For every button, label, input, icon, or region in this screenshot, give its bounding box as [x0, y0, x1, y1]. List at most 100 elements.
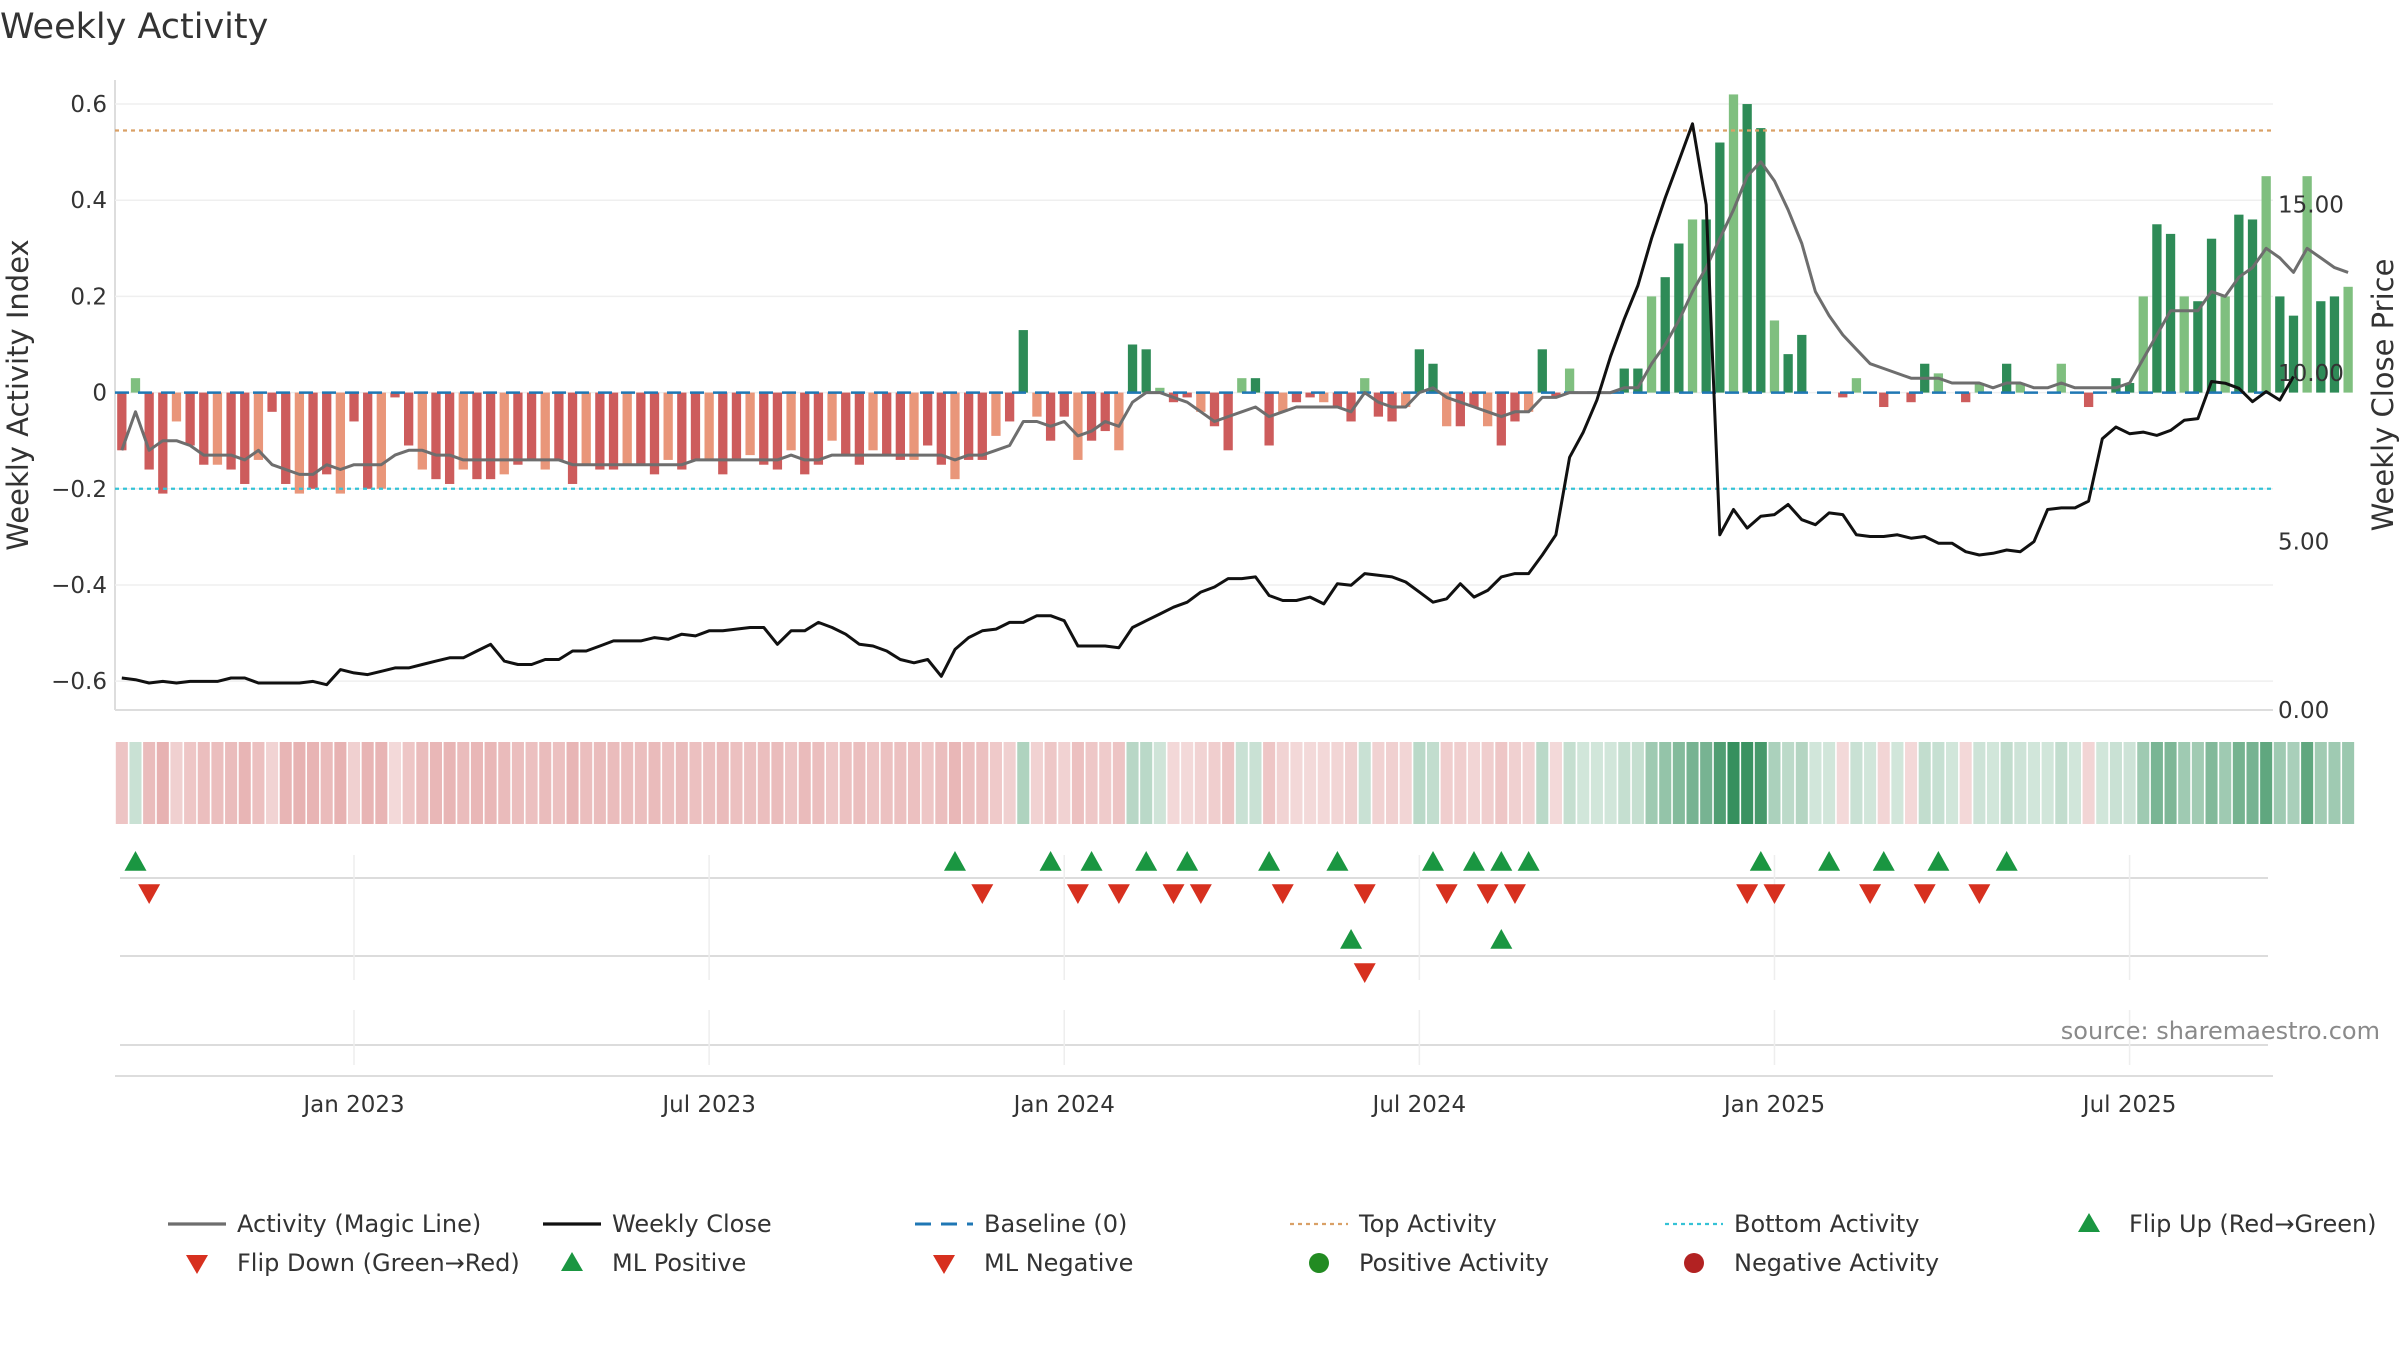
heat-cell	[812, 742, 825, 824]
flip-down-marker	[1189, 884, 1212, 904]
flip-down-marker	[1763, 884, 1786, 904]
heat-cell	[648, 742, 661, 824]
heat-cell	[1577, 742, 1590, 824]
flip-down-marker	[1859, 884, 1882, 904]
activity-bar	[1182, 392, 1192, 398]
heat-cell	[552, 742, 565, 824]
heat-cell	[1590, 742, 1603, 824]
heat-cell	[976, 742, 989, 824]
flip-up-marker	[1039, 851, 1062, 871]
activity-bar	[581, 392, 591, 465]
signal-markers-panel	[115, 851, 2273, 1077]
activity-bar	[322, 392, 332, 475]
activity-bar	[1305, 392, 1315, 398]
heat-cell	[2287, 742, 2300, 824]
activity-bar	[786, 392, 796, 451]
heat-cell	[2314, 742, 2327, 824]
activity-bar	[2124, 382, 2135, 393]
legend-label: ML Positive	[612, 1249, 746, 1277]
flip-up-marker	[1258, 851, 1281, 871]
heat-cell	[2082, 742, 2095, 824]
heat-cell	[1864, 742, 1877, 824]
activity-bar	[308, 392, 318, 489]
y-tick-label: −0.2	[51, 477, 107, 503]
heat-cell	[1454, 742, 1467, 824]
activity-bar	[772, 392, 783, 470]
legend-swatch	[2078, 1213, 2100, 1232]
heat-cell	[962, 742, 975, 824]
heat-cell	[143, 742, 156, 824]
flip-up-marker	[1872, 851, 1895, 871]
activity-bar	[240, 392, 250, 484]
heat-cell	[1085, 742, 1098, 824]
flip-down-marker	[1271, 884, 1294, 904]
activity-bar	[1319, 392, 1329, 403]
legend-label: Flip Down (Green→Red)	[237, 1249, 520, 1277]
activity-bar	[745, 392, 755, 456]
x-tick-label: Jan 2025	[1722, 1092, 1825, 1118]
activity-bar	[1619, 368, 1629, 393]
heat-cell	[375, 742, 388, 824]
activity-bar	[1100, 392, 1110, 432]
heat-cell	[716, 742, 729, 824]
heat-cell	[484, 742, 497, 824]
reference-lines	[115, 129, 2273, 490]
heat-cell	[2164, 742, 2177, 824]
y-tick-label: −0.4	[51, 573, 107, 599]
activity-bar	[991, 392, 1001, 436]
heat-cell	[402, 742, 415, 824]
activity-bar	[417, 392, 427, 470]
activity-bar	[2343, 286, 2353, 393]
flip-up-marker	[1818, 851, 1841, 871]
activity-bar	[1687, 219, 1698, 393]
flip-down-marker	[138, 884, 161, 904]
flip-up-marker	[1927, 851, 1950, 871]
heat-cell	[2191, 742, 2204, 824]
activity-bar	[2247, 219, 2258, 393]
activity-bar	[1510, 392, 1520, 422]
legend-item: Negative Activity	[1684, 1249, 1939, 1277]
heat-cell	[498, 742, 511, 824]
heat-cell	[566, 742, 579, 824]
x-tick-label: Jul 2024	[1371, 1092, 1467, 1118]
heat-cell	[2096, 742, 2109, 824]
heat-cell	[798, 742, 811, 824]
activity-bar	[130, 378, 141, 393]
legend-label: Baseline (0)	[984, 1210, 1127, 1238]
heat-cell	[2041, 742, 2054, 824]
activity-bar	[1209, 392, 1220, 427]
flip-down-marker	[1503, 884, 1526, 904]
activity-bar	[1332, 392, 1343, 408]
heat-cell	[115, 742, 128, 824]
heat-cell	[388, 742, 402, 824]
heat-cell	[1659, 742, 1672, 824]
heat-cell	[1399, 742, 1412, 824]
activity-bar	[2056, 363, 2066, 393]
heat-cell	[1345, 742, 1358, 824]
activity-bar	[1783, 354, 1793, 393]
heat-cell	[1672, 742, 1685, 824]
legend-item: Weekly Close	[543, 1210, 772, 1238]
heat-cell	[252, 742, 265, 824]
heat-cell	[1549, 742, 1562, 824]
flip-down-marker	[1066, 884, 1089, 904]
heat-cell	[1249, 742, 1262, 824]
activity-bar	[1086, 392, 1097, 441]
heat-cell	[867, 742, 880, 824]
magic-line	[120, 160, 2349, 476]
heat-cell	[1891, 742, 1904, 824]
heat-cell	[1495, 742, 1508, 824]
activity-bar	[485, 392, 496, 480]
heat-cell	[1686, 742, 1699, 824]
activity-bar	[1373, 392, 1384, 417]
heat-cell	[334, 742, 347, 824]
heat-cell	[1017, 742, 1030, 824]
activity-bar	[868, 392, 878, 451]
heat-cell	[1604, 742, 1617, 824]
activity-bar	[144, 392, 154, 470]
heat-cell	[1030, 742, 1043, 824]
activity-bar	[1974, 382, 1984, 393]
heat-cell	[1386, 742, 1399, 824]
activity-bar	[1455, 392, 1465, 427]
heat-cell	[2232, 742, 2245, 824]
